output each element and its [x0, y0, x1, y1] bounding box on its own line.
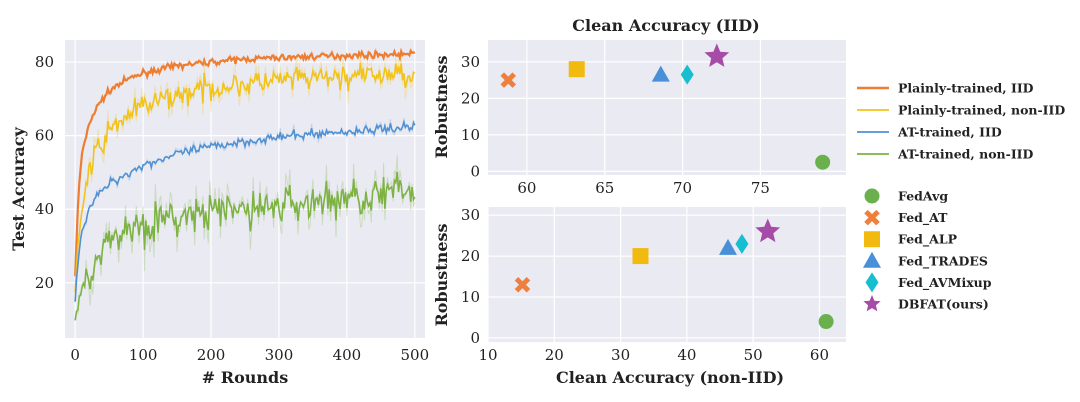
- y-axis-label: Test Accuracy: [9, 127, 28, 251]
- point-fed-alp: [632, 248, 649, 265]
- y-tick-label: 0: [470, 162, 480, 180]
- point-fed-avmixup: [735, 233, 749, 254]
- point-fed-alp: [568, 61, 585, 78]
- x-tick-label: 60: [517, 179, 536, 197]
- plot-background: [488, 207, 846, 342]
- x-tick-label: 100: [129, 346, 158, 364]
- x-tick-label: 70: [673, 179, 692, 197]
- x-tick-label: 65: [595, 179, 614, 197]
- y-tick-label: 30: [461, 53, 480, 71]
- y-tick-label: 0: [470, 329, 480, 347]
- series-line: [74, 47, 416, 277]
- legend-label: Fed_AT: [898, 210, 948, 226]
- legend-label: FedAvg: [898, 189, 948, 204]
- series-at-trained-non-iid: [74, 155, 416, 321]
- legend-label: DBFAT(ours): [898, 297, 989, 312]
- x-tick-label: 10: [478, 346, 497, 364]
- legend-label: Fed_ALP: [898, 232, 958, 248]
- x-tick-label: 200: [197, 346, 226, 364]
- y-tick-label: 20: [35, 274, 54, 292]
- series-plainly-trained-iid: [74, 46, 416, 277]
- series-at-trained-iid: [74, 118, 416, 303]
- legend-label: Fed_TRADES: [898, 253, 988, 269]
- legend-label: Fed_AVMixup: [898, 275, 992, 291]
- x-tick-label: 30: [611, 346, 630, 364]
- iid-scatter-chart: Clean Accuracy (IID) 60 65 70 75 0 10 20 30 Ro…: [432, 16, 846, 197]
- y-tick-label: 40: [35, 200, 54, 218]
- legend-marker: [864, 188, 880, 204]
- x-axis-label: Clean Accuracy (non-IID): [556, 368, 784, 387]
- point-fed-at: [514, 276, 531, 293]
- x-tick-label: 0: [70, 346, 80, 364]
- point-dbfat-ours: [704, 43, 730, 67]
- legend-marker: [863, 295, 881, 312]
- series-line: [74, 119, 416, 302]
- point-fedavg: [815, 154, 831, 170]
- series-plainly-trained-non-iid: [74, 51, 416, 295]
- point-fed-at: [500, 72, 517, 88]
- line-legend: Plainly-trained, IID Plainly-trained, non…: [857, 81, 1065, 162]
- y-tick-label: 10: [461, 126, 480, 144]
- point-dbfat-ours: [755, 218, 781, 243]
- x-tick-label: 400: [333, 346, 362, 364]
- y-tick-label: 20: [461, 247, 480, 265]
- legend-label: Plainly-trained, non-IID: [898, 103, 1065, 118]
- x-tick-label: 50: [744, 346, 763, 364]
- legend-marker: [863, 251, 881, 268]
- x-tick-label: 500: [400, 346, 429, 364]
- method-legend: FedAvg Fed_AT Fed_ALP Fed_TRADES Fed_AVMixup…: [863, 188, 992, 312]
- x-axis-label: # Rounds: [202, 368, 288, 387]
- point-fed-trades: [651, 65, 670, 82]
- training-curves-chart: 0 100 200 300 400 500 20 40 60 80 # Rounds Test …: [9, 40, 429, 387]
- series-line: [74, 171, 416, 321]
- y-tick-label: 20: [461, 89, 480, 107]
- y-axis-label: Robustness: [432, 55, 451, 158]
- legend-label: AT-trained, non-IID: [897, 147, 1034, 162]
- y-tick-label: 80: [35, 53, 54, 71]
- y-axis-label: Robustness: [432, 223, 451, 326]
- x-tick-label: 75: [751, 179, 770, 197]
- legend-label: AT-trained, IID: [897, 125, 1002, 140]
- y-tick-label: 60: [35, 127, 54, 145]
- x-tick-label: 40: [677, 346, 696, 364]
- legend-label: Plainly-trained, IID: [898, 81, 1034, 96]
- legend-marker: [864, 209, 880, 226]
- point-fedavg: [818, 314, 834, 330]
- point-fed-trades: [718, 238, 737, 255]
- series-line: [74, 62, 416, 293]
- x-tick-label: 20: [545, 346, 564, 364]
- point-fed-avmixup: [680, 64, 694, 85]
- legend-marker: [865, 272, 879, 293]
- legend-marker: [864, 231, 880, 248]
- plot-background: [488, 40, 846, 175]
- x-tick-label: 60: [810, 346, 829, 364]
- x-tick-label: 300: [265, 346, 294, 364]
- y-tick-label: 30: [461, 206, 480, 224]
- chart-title: Clean Accuracy (IID): [572, 16, 759, 35]
- y-tick-label: 10: [461, 288, 480, 306]
